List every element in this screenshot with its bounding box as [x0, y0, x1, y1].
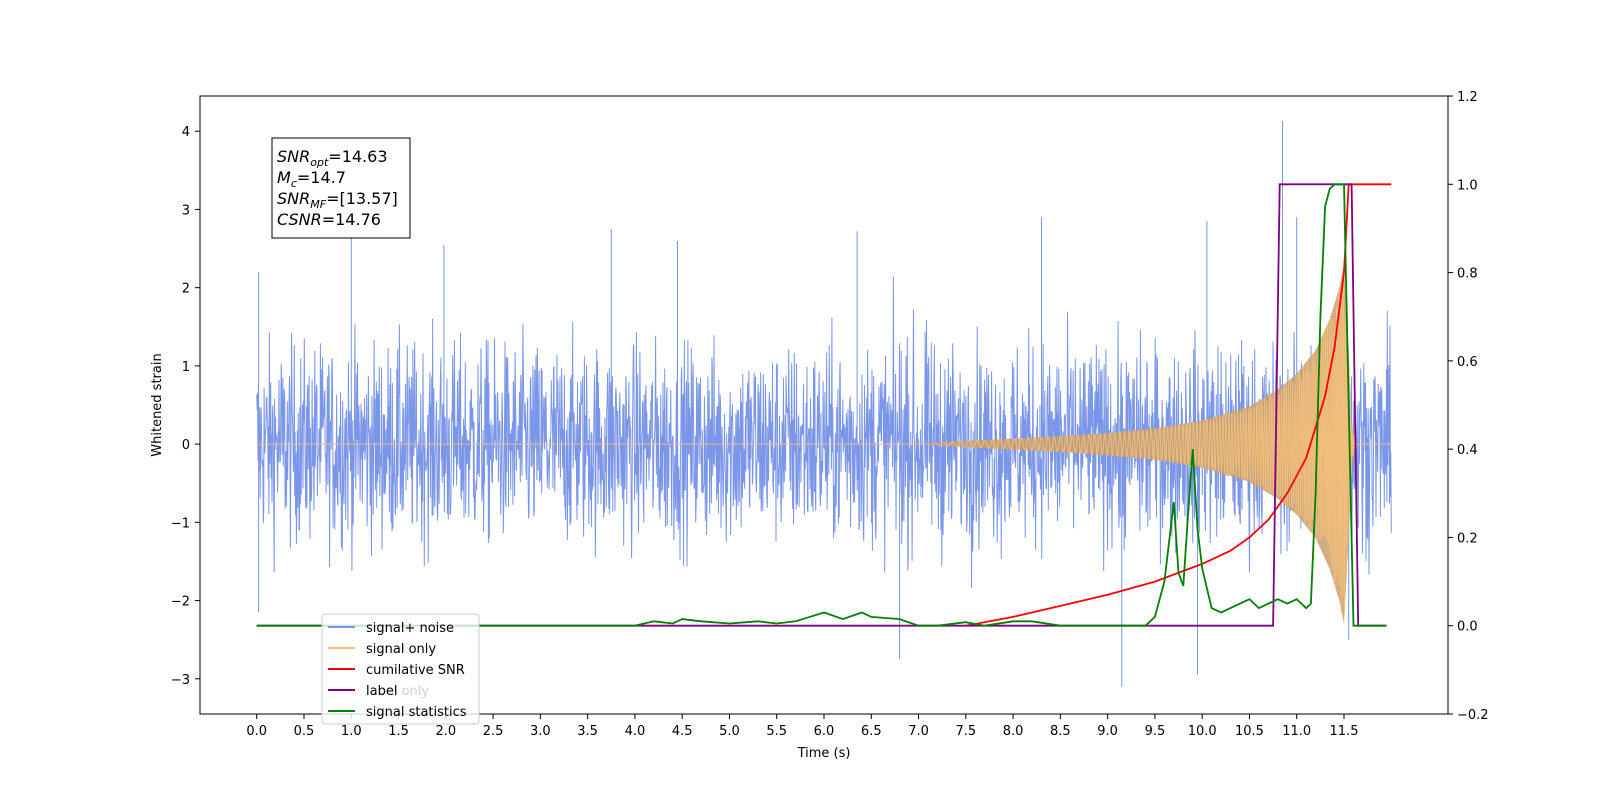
series-signal-statistics: [256, 183, 1387, 627]
legend-frame: [321, 613, 480, 725]
stats-symbol: SNR: [277, 189, 310, 208]
x-tick-label: 9.5: [1145, 724, 1166, 739]
x-tick-label: 4.5: [672, 724, 693, 739]
y-tick-label: 4: [182, 125, 190, 140]
axes: 0.0 0.5 1.0 1.5 2.0 2.5 3.0 3.5 4.0 4.5 5.0 5.5 6.0 6…: [171, 90, 1489, 739]
y-tick-label: 3: [182, 203, 190, 218]
y-tick-label: −3: [171, 673, 190, 688]
legend-label: signal statistics: [366, 705, 467, 720]
stats-value: =14.76: [322, 210, 381, 229]
y2-tick-label: 0.6: [1457, 355, 1478, 370]
x-tick-label: 3.0: [530, 724, 551, 739]
x-tick-label: 3.5: [577, 724, 598, 739]
legend-label: signal only: [366, 642, 436, 657]
x-tick-label: 7.5: [955, 724, 976, 739]
series-label: [256, 183, 1387, 627]
y2-tick-label: 0.2: [1457, 531, 1478, 546]
y2-tick-label: −0.2: [1457, 708, 1489, 723]
x-tick-label: 7.0: [908, 724, 929, 739]
x-tick-label: 6.0: [814, 724, 835, 739]
x-tick-label: 0.0: [246, 724, 267, 739]
x-tick-label: 10.0: [1188, 724, 1217, 739]
stats-value: =14.63: [328, 147, 387, 166]
x-tick-label: 1.0: [341, 724, 362, 739]
y-tick-label: 0: [182, 438, 190, 453]
y2-tick-label: 0.4: [1457, 443, 1478, 458]
stats-subscript: c: [291, 177, 297, 190]
series-signal-noise: [256, 121, 1392, 687]
stats-subscript: opt: [310, 156, 329, 169]
stats-symbol: M: [277, 168, 291, 187]
x-axis-label: Time (s): [797, 746, 851, 761]
stats-line: SNRMF=[13.57]: [277, 189, 398, 211]
series-signal-only: [256, 266, 1392, 610]
x-tick-label: 4.0: [625, 724, 646, 739]
legend-label: label: [366, 684, 397, 699]
stats-value: =14.7: [297, 168, 346, 187]
stats-box-frame: [271, 137, 411, 239]
y2-tick-label: 0.0: [1457, 620, 1478, 635]
legend: signal+ noise signal only cumilative SNR la…: [321, 613, 480, 725]
x-tick-label: 2.5: [483, 724, 504, 739]
legend-label: cumilative SNR: [366, 663, 465, 678]
x-tick-label: 9.0: [1097, 724, 1118, 739]
x-tick-label: 5.5: [766, 724, 787, 739]
x-tick-label: 0.5: [294, 724, 315, 739]
x-tick-label: 11.5: [1330, 724, 1359, 739]
x-tick-label: 6.5: [861, 724, 882, 739]
stats-line: CSNR=14.76: [277, 210, 381, 229]
legend-ghost-label: label only: [366, 684, 429, 699]
y-tick-label: 1: [182, 360, 190, 375]
stats-value: =[13.57]: [326, 189, 398, 208]
legend-label: signal+ noise: [366, 621, 454, 636]
x-tick-label: 1.5: [388, 724, 409, 739]
stats-line: Mc=14.7: [277, 168, 346, 190]
y-axis-label: Whitened strain: [150, 353, 165, 456]
x-tick-label: 5.0: [719, 724, 740, 739]
y-tick-label: 2: [182, 282, 190, 297]
y-tick-label: −1: [171, 516, 190, 531]
x-tick-label: 8.5: [1050, 724, 1071, 739]
stats-symbol: CSNR: [277, 210, 322, 229]
x-tick-label: 8.0: [1003, 724, 1024, 739]
y2-tick-label: 1.2: [1457, 90, 1478, 105]
stats-subscript: MF: [310, 198, 326, 211]
plot-area: [256, 121, 1392, 687]
y2-tick-label: 1.0: [1457, 178, 1478, 193]
x-tick-label: 11.0: [1282, 724, 1311, 739]
stats-box: SNRopt=14.63Mc=14.7SNRMF=[13.57]CSNR=14.…: [271, 137, 411, 239]
stats-symbol: SNR: [277, 147, 310, 166]
x-tick-label: 10.5: [1235, 724, 1264, 739]
x-tick-label: 2.0: [435, 724, 456, 739]
stats-line: SNRopt=14.63: [277, 147, 388, 169]
y-tick-label: −2: [171, 595, 190, 610]
y2-tick-label: 0.8: [1457, 267, 1478, 282]
